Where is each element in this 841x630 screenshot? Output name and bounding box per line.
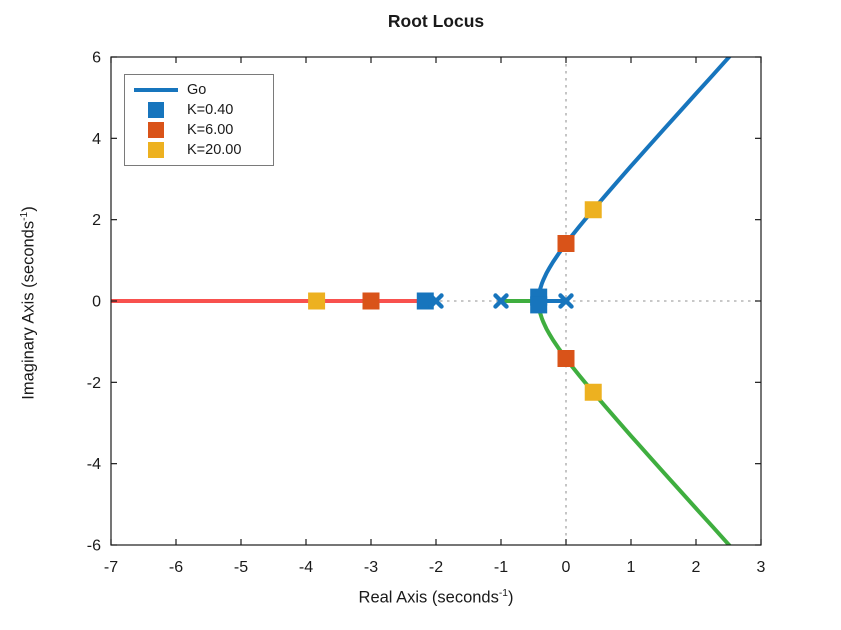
locus-upper-complex-branch [536, 57, 732, 303]
k-marker-square-k-20-00 [308, 292, 326, 310]
x-tick-label: 3 [757, 559, 766, 576]
x-tick-label: -3 [364, 559, 378, 576]
plot-title: Root Locus [387, 11, 485, 31]
legend-square-swatch [148, 142, 164, 158]
x-tick-label: 0 [562, 559, 571, 576]
legend-item-go: Go [125, 80, 273, 100]
legend-box: Go K=0.40 K=6.00 K=20.00 [124, 74, 274, 166]
x-tick-label: -6 [169, 559, 183, 576]
pole-x-icon [428, 293, 444, 309]
k-marker-square-k-20-00 [584, 383, 602, 401]
locus-lower-complex-branch [501, 299, 732, 545]
k-marker-square-k-0-40 [530, 296, 548, 314]
x-tick-label: 1 [627, 559, 636, 576]
y-axis-label-text: Imaginary Axis (seconds [19, 220, 38, 400]
k-marker-square-k-6-00 [557, 350, 575, 368]
axes-box [110, 56, 762, 546]
y-tick-label: -4 [87, 456, 101, 473]
legend-item-k-6-00: K=6.00 [125, 120, 273, 140]
legend-line-swatch [134, 88, 178, 92]
x-axis-label-text: Real Axis (seconds [358, 588, 499, 607]
y-tick-label: 4 [92, 131, 101, 148]
legend-label: K=6.00 [187, 122, 234, 138]
k-marker-square-k-6-00 [362, 292, 380, 310]
x-tick-label: 2 [692, 559, 701, 576]
x-tick-label: -1 [494, 559, 508, 576]
legend-label: K=20.00 [187, 142, 242, 158]
x-axis-label: Real Axis (seconds-1) [111, 588, 761, 608]
y-tick-label: 6 [92, 50, 101, 67]
legend-square-swatch [148, 102, 164, 118]
y-tick-label: -2 [87, 375, 101, 392]
legend-item-k-20-00: K=20.00 [125, 140, 273, 160]
legend-label: K=0.40 [187, 102, 234, 118]
pole-x-icon [558, 293, 574, 309]
x-axis-label-superscript: -1 [498, 588, 508, 599]
x-tick-label: -5 [234, 559, 248, 576]
y-axis-label: Imaginary Axis (seconds-1) [19, 73, 41, 533]
legend-square-swatch [148, 122, 164, 138]
y-axis-label-superscript: -1 [19, 211, 30, 221]
legend-label: Go [187, 82, 207, 98]
legend-item-k-0-40: K=0.40 [125, 100, 273, 120]
y-tick-label: 0 [92, 294, 101, 311]
y-axis-label-close: ) [19, 206, 38, 212]
x-tick-label: -7 [104, 559, 118, 576]
y-tick-label: -6 [87, 538, 101, 555]
k-marker-square-k-6-00 [557, 234, 575, 252]
x-axis-label-close: ) [507, 588, 514, 607]
pole-x-icon [493, 293, 509, 309]
y-tick-label: 2 [92, 212, 101, 229]
k-marker-square-k-20-00 [584, 201, 602, 219]
open-loop-poles [428, 293, 574, 309]
x-tick-label: -2 [429, 559, 443, 576]
x-tick-label: -4 [299, 559, 313, 576]
